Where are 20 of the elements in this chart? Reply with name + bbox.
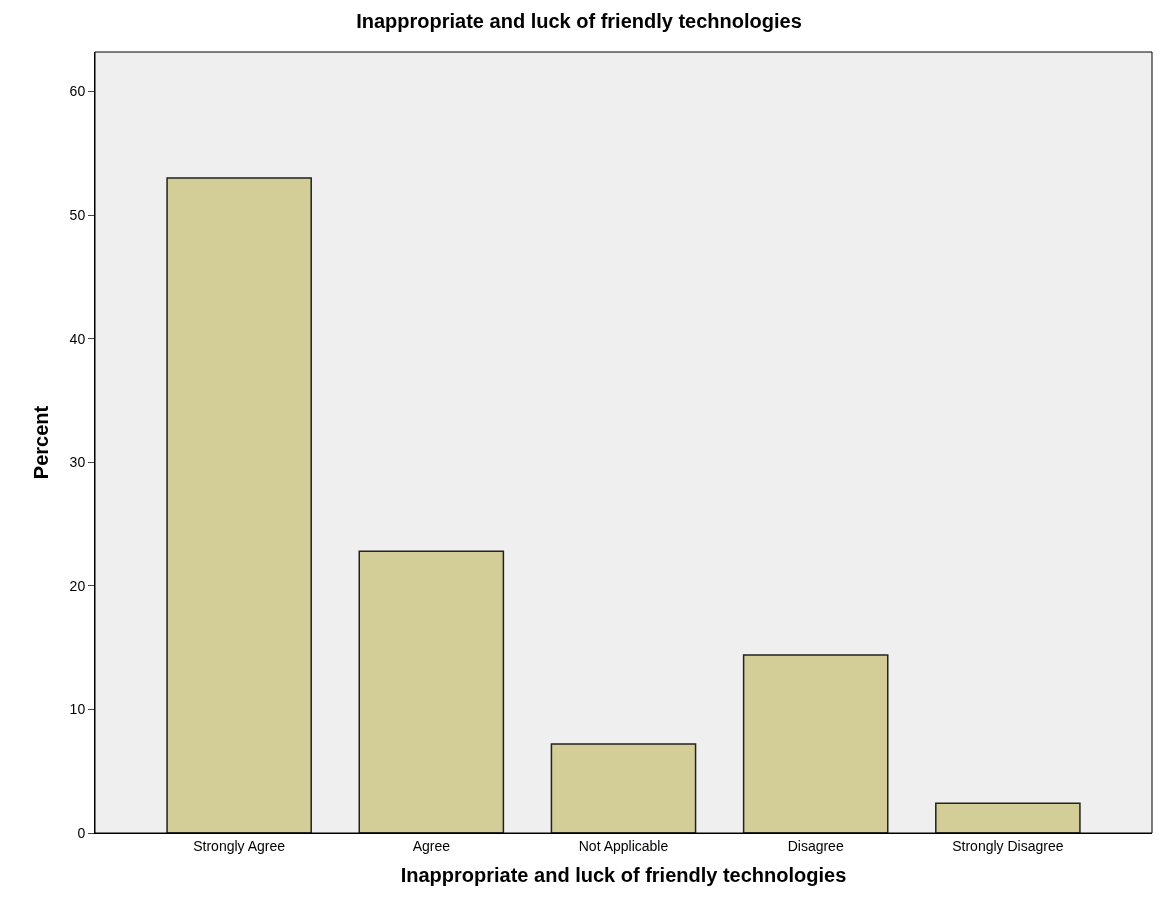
x-tick-label: Strongly Agree: [193, 837, 286, 854]
y-tick-label: 20: [69, 577, 86, 594]
y-tick-label: 30: [69, 454, 86, 471]
y-tick-label: 60: [69, 83, 86, 100]
y-tick-label: 40: [69, 330, 86, 347]
y-tick-label: 50: [69, 207, 86, 224]
y-tick-label: 10: [69, 701, 86, 718]
bar: [935, 802, 1081, 833]
x-tick-label: Strongly Disagree: [952, 837, 1064, 854]
chart-title: Inappropriate and luck of friendly technologies: [356, 9, 802, 32]
y-axis-title: Percent: [30, 405, 53, 480]
bar: [742, 654, 889, 833]
x-axis-title: Inappropriate and luck of friendly technologies: [400, 864, 847, 887]
x-tick-label: Not Applicable: [578, 837, 669, 854]
bar: [166, 177, 312, 833]
bar: [358, 550, 505, 833]
x-tick-label: Disagree: [787, 837, 844, 854]
y-tick-label: 0: [77, 824, 86, 841]
bar: [550, 743, 697, 833]
x-tick-label: Agree: [412, 837, 451, 854]
